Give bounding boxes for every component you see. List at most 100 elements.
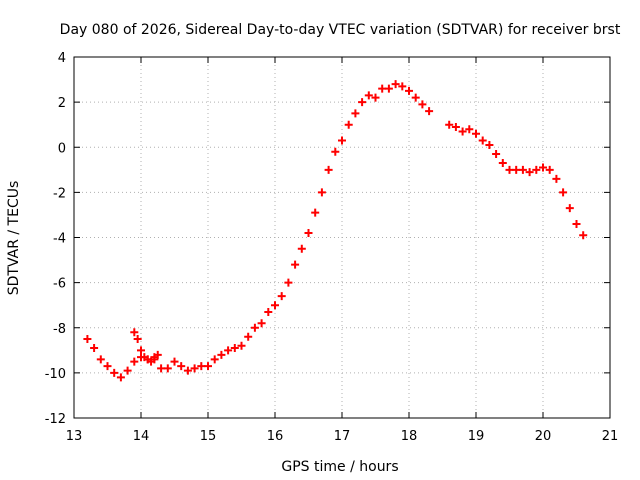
data-point (559, 188, 568, 197)
data-point (224, 346, 233, 355)
data-point (244, 332, 253, 341)
series-segment-2 (130, 328, 162, 366)
x-tick-label: 19 (468, 429, 485, 444)
data-point (110, 368, 119, 377)
data-point (364, 91, 373, 100)
x-tick-label: 15 (200, 429, 217, 444)
data-point (190, 364, 199, 373)
plot-frame (73, 56, 611, 419)
x-tick-label: 17 (334, 429, 351, 444)
data-point (197, 362, 206, 371)
data-point (378, 84, 387, 93)
data-point (532, 165, 541, 174)
data-point (351, 109, 360, 118)
data-point (153, 350, 162, 359)
data-point (512, 165, 521, 174)
x-tick-label: 21 (602, 429, 619, 444)
axis-ticks: 13 14 15 16 17 18 19 20 21 -12 -10 -8 -6 -4 -2 0 2 4 (45, 51, 619, 444)
data-point (465, 125, 474, 134)
data-point (130, 357, 139, 366)
data-point (565, 204, 574, 213)
data-point (277, 292, 286, 301)
data-point (371, 93, 380, 102)
data-point (96, 355, 105, 364)
data-point (204, 362, 212, 371)
data-point (324, 165, 333, 174)
data-point (137, 346, 145, 355)
data-point (123, 366, 132, 375)
data-point (90, 344, 99, 353)
gridlines (74, 57, 610, 418)
y-tick-label: -4 (53, 232, 66, 247)
data-point (317, 188, 326, 197)
data-point (250, 323, 259, 332)
y-tick-label: -6 (53, 277, 66, 292)
data-point (579, 231, 588, 240)
x-tick-label: 18 (401, 429, 418, 444)
data-point (133, 335, 142, 344)
data-point (163, 364, 172, 373)
data-point (485, 140, 494, 149)
data-point (183, 366, 192, 375)
data-points (83, 80, 588, 382)
data-point (291, 260, 300, 269)
data-point (492, 150, 501, 159)
y-tick-label: -10 (45, 367, 66, 382)
x-tick-label: 16 (267, 429, 284, 444)
data-point (338, 136, 346, 145)
data-point (257, 319, 266, 328)
data-point (177, 362, 186, 371)
data-point (518, 165, 527, 174)
data-point (539, 163, 547, 172)
data-point (391, 80, 400, 89)
data-point (237, 341, 246, 350)
data-point (472, 129, 480, 138)
data-point (398, 82, 407, 91)
x-tick-label: 20 (535, 429, 552, 444)
data-point (210, 355, 219, 364)
data-point (271, 301, 279, 310)
data-point (451, 122, 460, 131)
data-point (83, 335, 92, 344)
data-point (150, 355, 159, 364)
data-point (505, 165, 514, 174)
data-point (458, 127, 467, 136)
data-point (572, 219, 581, 228)
data-point (230, 344, 239, 353)
x-tick-label: 13 (66, 429, 83, 444)
x-tick-label: 14 (133, 429, 150, 444)
data-point (297, 244, 306, 253)
data-point (304, 228, 313, 237)
series-segment-1 (83, 80, 434, 382)
y-tick-label: 0 (58, 141, 66, 156)
data-point (552, 174, 561, 183)
data-point (358, 98, 367, 107)
data-point (418, 100, 427, 109)
data-point (311, 208, 320, 217)
data-point (170, 357, 179, 366)
data-point (425, 107, 434, 116)
x-axis-label: GPS time / hours (281, 459, 398, 475)
data-point (498, 159, 507, 168)
data-point (264, 307, 273, 316)
data-point (478, 136, 487, 145)
data-point (103, 362, 112, 371)
data-point (545, 165, 554, 174)
data-point (157, 364, 166, 373)
y-tick-label: -8 (53, 322, 66, 337)
data-point (445, 120, 454, 129)
data-point (284, 278, 293, 287)
data-point (411, 93, 420, 102)
data-point (331, 147, 340, 156)
data-point (525, 168, 534, 177)
data-point (116, 373, 125, 382)
data-point (384, 84, 393, 93)
data-point (405, 86, 413, 95)
series-segment-3 (445, 120, 588, 240)
data-point (344, 120, 353, 129)
y-tick-label: -12 (45, 412, 66, 427)
y-axis-label: SDTVAR / TECUs (6, 181, 22, 296)
y-tick-label: 2 (58, 96, 66, 111)
